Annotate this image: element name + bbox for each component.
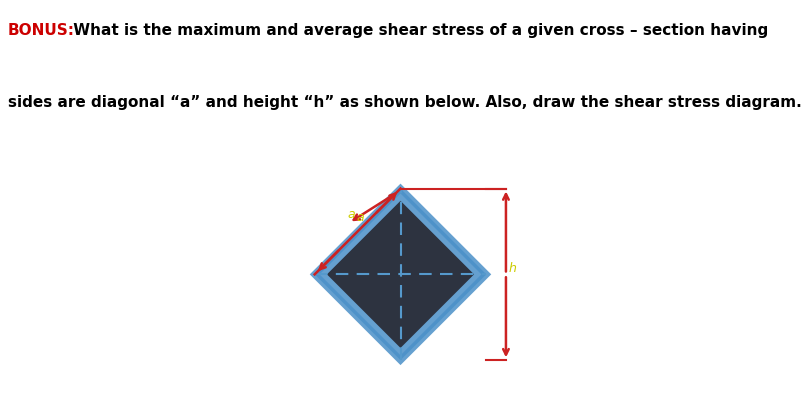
Text: a: a: [348, 208, 355, 221]
Text: h: h: [509, 261, 517, 274]
Text: What is the maximum and average shear stress of a given cross – section having: What is the maximum and average shear st…: [68, 23, 768, 38]
Polygon shape: [315, 189, 486, 360]
Text: sides are diagonal “a” and height “h” as shown below. Also, draw the shear stres: sides are diagonal “a” and height “h” as…: [8, 95, 801, 109]
Text: a: a: [356, 211, 364, 224]
Polygon shape: [327, 201, 474, 348]
Text: BONUS:: BONUS:: [8, 23, 75, 38]
